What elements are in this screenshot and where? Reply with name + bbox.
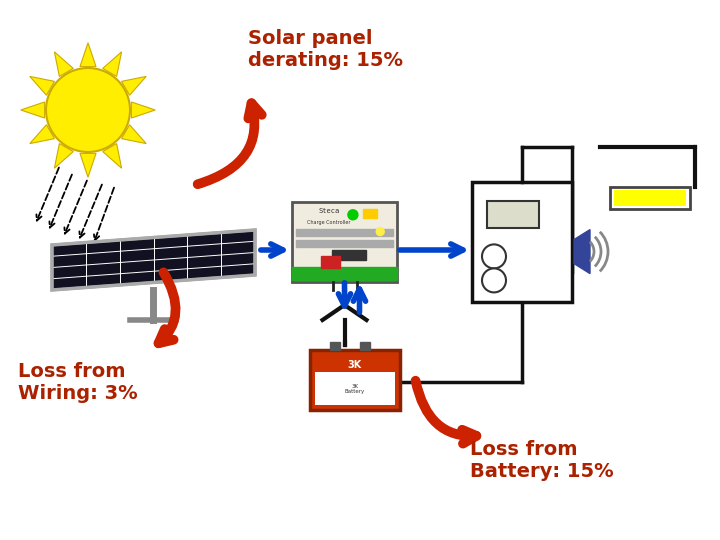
Text: Solar panel
derating: 15%: Solar panel derating: 15%	[248, 29, 403, 70]
Bar	[472, 182, 572, 302]
Bar	[296, 240, 393, 247]
Bar	[359, 342, 369, 350]
Bar	[321, 256, 341, 268]
Bar	[364, 209, 377, 218]
Bar	[610, 187, 690, 209]
Circle shape	[348, 210, 358, 220]
Polygon shape	[103, 144, 122, 168]
Text: Loss from
Wiring: 3%: Loss from Wiring: 3%	[18, 362, 138, 403]
Polygon shape	[55, 144, 73, 168]
Bar	[292, 202, 397, 282]
Text: Charge Controller: Charge Controller	[307, 220, 351, 225]
Circle shape	[376, 227, 384, 235]
Polygon shape	[131, 102, 156, 118]
Bar	[292, 267, 397, 280]
Bar	[310, 350, 400, 410]
Polygon shape	[122, 125, 146, 144]
Bar	[332, 249, 366, 260]
Circle shape	[482, 245, 506, 268]
Circle shape	[46, 68, 130, 152]
Polygon shape	[574, 230, 590, 274]
Polygon shape	[80, 153, 96, 177]
Polygon shape	[55, 52, 73, 77]
Bar	[330, 342, 340, 350]
Bar	[487, 201, 539, 227]
Text: Loss from
Battery: 15%: Loss from Battery: 15%	[470, 440, 613, 481]
Bar	[296, 228, 393, 235]
Circle shape	[482, 268, 506, 292]
Text: 3K: 3K	[348, 360, 362, 370]
Polygon shape	[21, 102, 45, 118]
Bar	[315, 372, 395, 405]
Polygon shape	[122, 76, 146, 95]
Polygon shape	[52, 230, 255, 290]
Text: Steca: Steca	[318, 208, 339, 214]
Bar	[614, 190, 686, 206]
Polygon shape	[80, 43, 96, 66]
Text: 3K
Battery: 3K Battery	[345, 383, 365, 394]
Polygon shape	[30, 125, 55, 144]
Polygon shape	[30, 76, 55, 95]
Polygon shape	[103, 52, 122, 77]
